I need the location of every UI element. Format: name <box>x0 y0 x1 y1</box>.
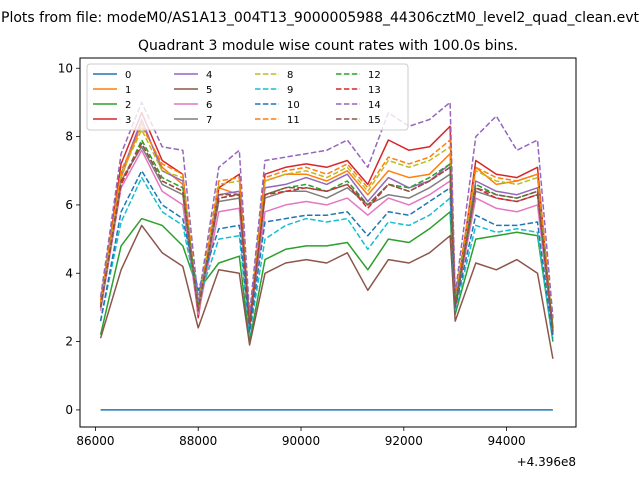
axes-frame <box>79 57 577 428</box>
legend-label-10: 10 <box>287 100 300 111</box>
y-tick-label: 0 <box>65 403 73 417</box>
series-line-14 <box>99 101 554 318</box>
x-offset-label: +4.396e8 <box>517 455 576 469</box>
y-tick-label: 8 <box>65 130 73 144</box>
series-line-13 <box>99 142 554 332</box>
legend-label-14: 14 <box>368 100 381 111</box>
legend-box <box>86 63 409 131</box>
legend-label-0: 0 <box>125 70 131 81</box>
series-line-5 <box>99 224 554 359</box>
legend-label-9: 9 <box>287 85 293 96</box>
x-tick-label: 94000 <box>488 434 526 448</box>
series-line-9 <box>99 176 554 342</box>
legend-label-4: 4 <box>206 70 212 81</box>
legend-label-12: 12 <box>368 70 381 81</box>
series-line-11 <box>99 125 554 322</box>
x-tick-label: 92000 <box>385 434 423 448</box>
series-layer <box>99 101 554 411</box>
suptitle: Plots from file: modeM0/AS1A13_004T13_90… <box>1 10 639 26</box>
plot-title: Quadrant 3 module wise count rates with … <box>138 38 518 54</box>
y-tick-label: 2 <box>65 335 73 349</box>
y-tick-label: 6 <box>65 198 73 212</box>
series-line-2 <box>99 211 554 343</box>
legend-label-3: 3 <box>125 115 131 126</box>
x-tick-label: 86000 <box>76 434 114 448</box>
series-line-6 <box>99 149 554 332</box>
y-tick-label: 4 <box>65 266 73 280</box>
legend-label-7: 7 <box>206 115 212 126</box>
legend-label-6: 6 <box>206 100 212 111</box>
legend-label-1: 1 <box>125 85 131 96</box>
x-tick-label: 90000 <box>282 434 320 448</box>
legend-label-5: 5 <box>206 85 212 96</box>
legend-label-13: 13 <box>368 85 381 96</box>
legend-label-8: 8 <box>287 70 293 81</box>
legend-label-2: 2 <box>125 100 131 111</box>
x-tick-label: 88000 <box>179 434 217 448</box>
legend-label-15: 15 <box>368 115 381 126</box>
series-line-10 <box>99 170 554 339</box>
y-tick-label: 10 <box>58 61 73 75</box>
series-line-4 <box>99 118 554 328</box>
legend-label-11: 11 <box>287 115 300 126</box>
